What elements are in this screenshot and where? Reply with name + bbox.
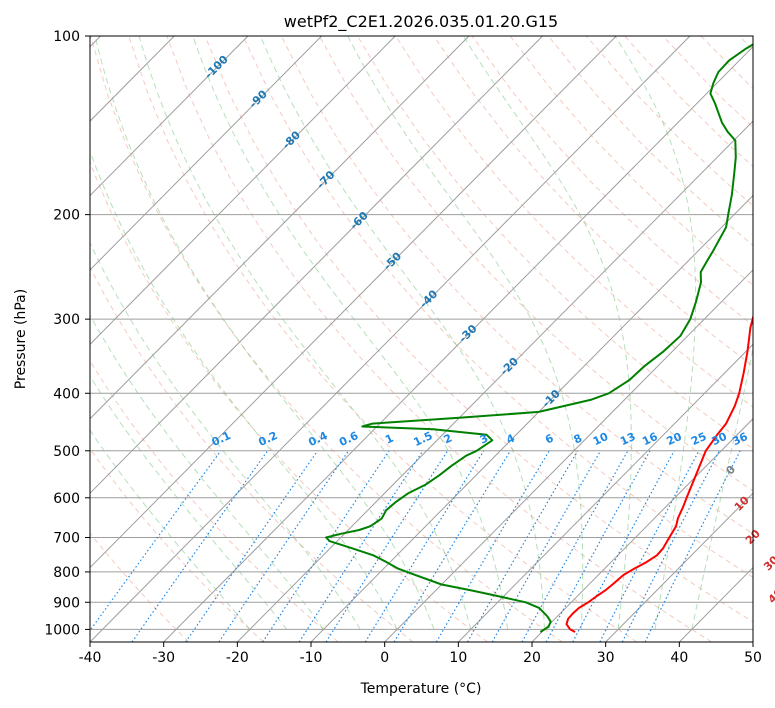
mixing-ratio-label: 20 [665,430,685,448]
mixing-ratio-label: 13 [618,430,637,448]
isotherm-line [90,36,396,346]
dry-adiabat [128,36,638,642]
isotherm-line [384,269,753,642]
isotherm-line [90,36,249,197]
x-tick-label: -20 [226,650,249,666]
x-tick-label: 0 [380,650,389,666]
mixing-ratio-label: 30 [710,430,730,448]
isotherm-line [90,36,322,271]
mixing-ratio-line [325,450,449,642]
moist-adiabat [90,429,251,630]
x-tick-label: -40 [79,650,102,666]
isotherm-line [90,36,691,642]
series-layer [325,43,753,633]
mixing-ratio-line [218,450,349,642]
mixing-ratio-line [298,450,424,642]
dry-adiabat [166,36,712,642]
dry-adiabat [90,160,488,642]
mixing-ratio-label: 25 [689,430,708,448]
y-tick-label: 800 [53,565,80,581]
mixing-ratio-line [131,450,269,642]
dry-adiabat [318,36,753,492]
isotherm-line [457,343,753,642]
x-tick-label: 20 [523,650,541,666]
dry-adiabat [90,36,563,642]
x-tick-label: -30 [152,650,175,666]
moist-adiabat [691,346,753,630]
mixing-ratio-line [621,450,720,642]
mixing-ratio-label: 10 [591,430,611,448]
dry-adiabat [90,532,190,642]
mixing-ratio-line [545,450,651,642]
isotherm-line [163,46,753,642]
mixing-ratio-line [572,450,675,642]
x-tick-label: 10 [449,650,467,666]
mixing-ratio-label: 16 [640,430,660,448]
isotherm-line [90,36,543,494]
mixing-ratio-line [521,450,629,642]
y-tick-label: 600 [53,491,80,507]
x-tick-label: 40 [670,650,688,666]
x-tick-label: 50 [744,650,762,666]
y-axis: 1000 900 800 700 600 500 400 300 200 100 [44,29,90,638]
chart-title: wetPf2_C2E1.2026.035.01.20.G15 [284,12,558,32]
y-tick-label: 1000 [44,622,80,638]
isotherm-line [90,36,470,420]
temperature-profile [565,313,753,633]
isotherm-line [90,36,617,569]
isotherm-label: 40 [766,586,775,606]
x-tick-label: -10 [300,650,323,666]
grid-layer [90,36,753,642]
moist-adiabat [90,313,324,630]
isotherm-line [531,418,753,642]
mixing-ratio-line [644,450,741,642]
plot-frame [89,35,754,643]
y-tick-label: 400 [53,386,80,402]
mixing-ratio-line [262,450,390,642]
isotherm-line [605,492,753,642]
moist-adiabat [347,36,584,630]
dewpoint-profile [325,43,753,633]
x-tick-label: 30 [597,650,615,666]
moist-adiabat [192,36,509,630]
moist-adiabat [94,36,435,630]
y-tick-label: 700 [53,531,80,547]
moist-adiabat [90,241,361,630]
mixing-ratio-line [185,450,319,642]
dry-adiabat [471,36,753,326]
y-tick-label: 900 [53,595,80,611]
y-axis-label: Pressure (hPa) [13,289,29,389]
y-tick-label: 200 [53,208,80,224]
moist-adiabat [90,375,287,630]
mixing-ratio-line [90,450,222,632]
x-axis-label: Temperature (°C) [360,681,482,697]
x-axis: -40 -30 -20 -10 0 10 20 30 40 50 [79,642,762,666]
isotherm-line [310,194,753,642]
moist-adiabat [462,36,632,630]
dry-adiabat [357,36,753,450]
mixing-ratio-line [393,450,511,642]
moist-adiabat [260,36,545,630]
moist-adiabat [614,36,697,630]
y-tick-label: 300 [53,312,80,328]
y-tick-label: 100 [53,29,80,45]
isotherm-line [236,120,753,642]
y-tick-label: 500 [53,444,80,460]
dry-adiabat [90,360,339,642]
mixing-ratio-label: 36 [730,430,750,448]
